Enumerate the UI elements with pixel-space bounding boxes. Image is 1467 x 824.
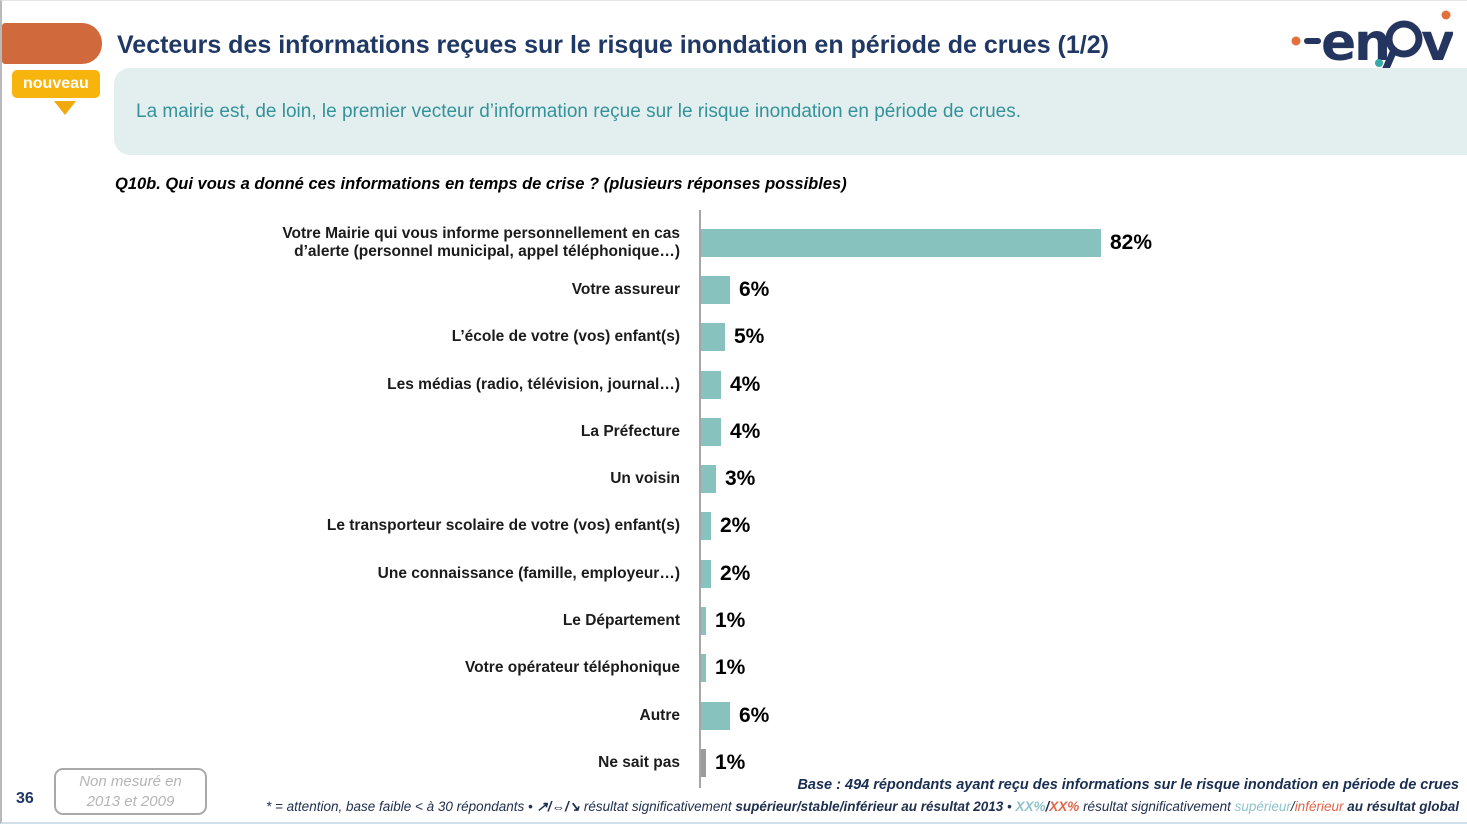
footnote-segment: •: [1003, 799, 1016, 814]
chart-row: Le Département 1%: [2, 597, 1467, 644]
chart-row: Votre assureur 6%: [2, 266, 1467, 313]
category-label: Ne sait pas: [598, 753, 680, 771]
chart-row: Un voisin 3%: [2, 455, 1467, 502]
footnote-segment: /: [1290, 799, 1295, 814]
chart-row: L’école de votre (vos) enfant(s) 5%: [2, 314, 1467, 361]
svg-text:e: e: [1321, 13, 1356, 73]
enov-logo: e n v: [1288, 3, 1455, 84]
nouveau-badge-tail: [54, 101, 76, 115]
footnote-segment: XX%: [1049, 799, 1080, 814]
category-label: Les médias (radio, télévision, journal…): [387, 375, 680, 393]
bar-value-label: 1%: [715, 750, 746, 774]
category-label: La Préfecture: [580, 422, 680, 440]
chart-row: Les médias (radio, télévision, journal…)…: [2, 361, 1467, 408]
logo-orange-dot-left: [1291, 36, 1301, 46]
chart-row: Autre 6%: [2, 692, 1467, 739]
key-message-text: La mairie est, de loin, le premier vecte…: [136, 100, 1022, 122]
not-measured-line2: 2013 et 2009: [86, 792, 175, 810]
footnote-segment: supérieur: [1234, 799, 1291, 814]
footnote-segment: inférieur: [1294, 799, 1344, 814]
footnote-segment: résultat significativement: [580, 799, 736, 814]
bar: [701, 228, 1101, 257]
bar: [701, 323, 725, 352]
chart-axis-line: [699, 210, 701, 788]
page-title: Vecteurs des informations reçues sur le …: [117, 31, 1109, 59]
category-label: Votre assureur: [571, 280, 680, 298]
logo-magnifier-icon: [1385, 20, 1423, 58]
bar-value-label: 82%: [1110, 230, 1153, 254]
category-label: Le transporteur scolaire de votre (vos) …: [326, 517, 680, 535]
chart-row: Votre opérateur téléphonique 1%: [2, 645, 1467, 692]
bar-chart: Votre Mairie qui vous informe personnell…: [2, 219, 1467, 787]
not-measured-note: Non mesuré en 2013 et 2009: [54, 768, 207, 815]
footnote-segment: au résultat 2013: [897, 799, 1004, 814]
footnote-segment: résultat significativement: [1079, 799, 1235, 814]
bar-value-label: 1%: [715, 656, 746, 680]
key-message-banner: La mairie est, de loin, le premier vecte…: [114, 68, 1467, 155]
chart-row: Une connaissance (famille, employeur…) 2%: [2, 550, 1467, 597]
footnote-segment: ↗/⇔/↘: [536, 799, 581, 814]
bar: [701, 370, 721, 399]
chart-row: Ne sait pas 1%: [2, 739, 1467, 786]
logo-orange-dot-right: [1441, 10, 1451, 20]
accent-tab-shape: [2, 23, 102, 64]
bar: [701, 512, 711, 541]
logo-teal-dot: [1375, 59, 1383, 67]
category-label: Votre opérateur téléphonique: [464, 659, 680, 677]
bar: [701, 417, 721, 446]
bar-value-label: 4%: [730, 419, 761, 443]
bar-value-label: 3%: [725, 467, 756, 491]
survey-question: Q10b. Qui vous a donné ces informations …: [115, 175, 847, 193]
legend-footnote: * = attention, base faible < à 30 répond…: [266, 799, 1459, 815]
logo-dash: [1304, 38, 1321, 44]
category-label: Autre: [639, 706, 680, 724]
not-measured-line1: Non mesuré en: [79, 773, 182, 790]
bar: [701, 607, 706, 636]
bar-value-label: 6%: [739, 703, 770, 727]
chart-row: Le transporteur scolaire de votre (vos) …: [2, 503, 1467, 550]
category-label: Votre Mairie qui vous informe personnell…: [282, 224, 680, 260]
chart-row: La Préfecture 4%: [2, 408, 1467, 455]
nouveau-badge: nouveau: [12, 70, 100, 98]
bar-value-label: 2%: [720, 514, 751, 538]
footnote-segment: au résultat global: [1343, 799, 1459, 814]
bar: [701, 275, 730, 304]
category-label: Un voisin: [610, 470, 680, 488]
bar-value-label: 5%: [734, 325, 765, 349]
category-label: L’école de votre (vos) enfant(s): [451, 328, 680, 346]
base-note: Base : 494 répondants ayant reçu des inf…: [797, 777, 1459, 793]
category-label: Le Département: [562, 612, 680, 630]
bar: [701, 654, 706, 683]
chart-row: Votre Mairie qui vous informe personnell…: [2, 219, 1467, 266]
bar: [701, 465, 716, 494]
bar-value-label: 2%: [720, 561, 751, 585]
category-label: Une connaissance (famille, employeur…): [377, 564, 680, 582]
bar-value-label: 1%: [715, 609, 746, 633]
footnote-segment: supérieur/stable/inférieur: [735, 799, 898, 814]
bar-value-label: 4%: [730, 372, 761, 396]
footnote-segment: XX%: [1015, 799, 1046, 814]
page-number: 36: [16, 790, 34, 807]
footnote-segment: * = attention, base faible < à 30 répond…: [266, 799, 537, 814]
bar: [701, 701, 730, 730]
bar: [701, 748, 706, 777]
bar: [701, 559, 711, 588]
footnote-segment: /: [1045, 799, 1050, 814]
bar-value-label: 6%: [739, 277, 770, 301]
svg-text:v: v: [1421, 13, 1453, 73]
